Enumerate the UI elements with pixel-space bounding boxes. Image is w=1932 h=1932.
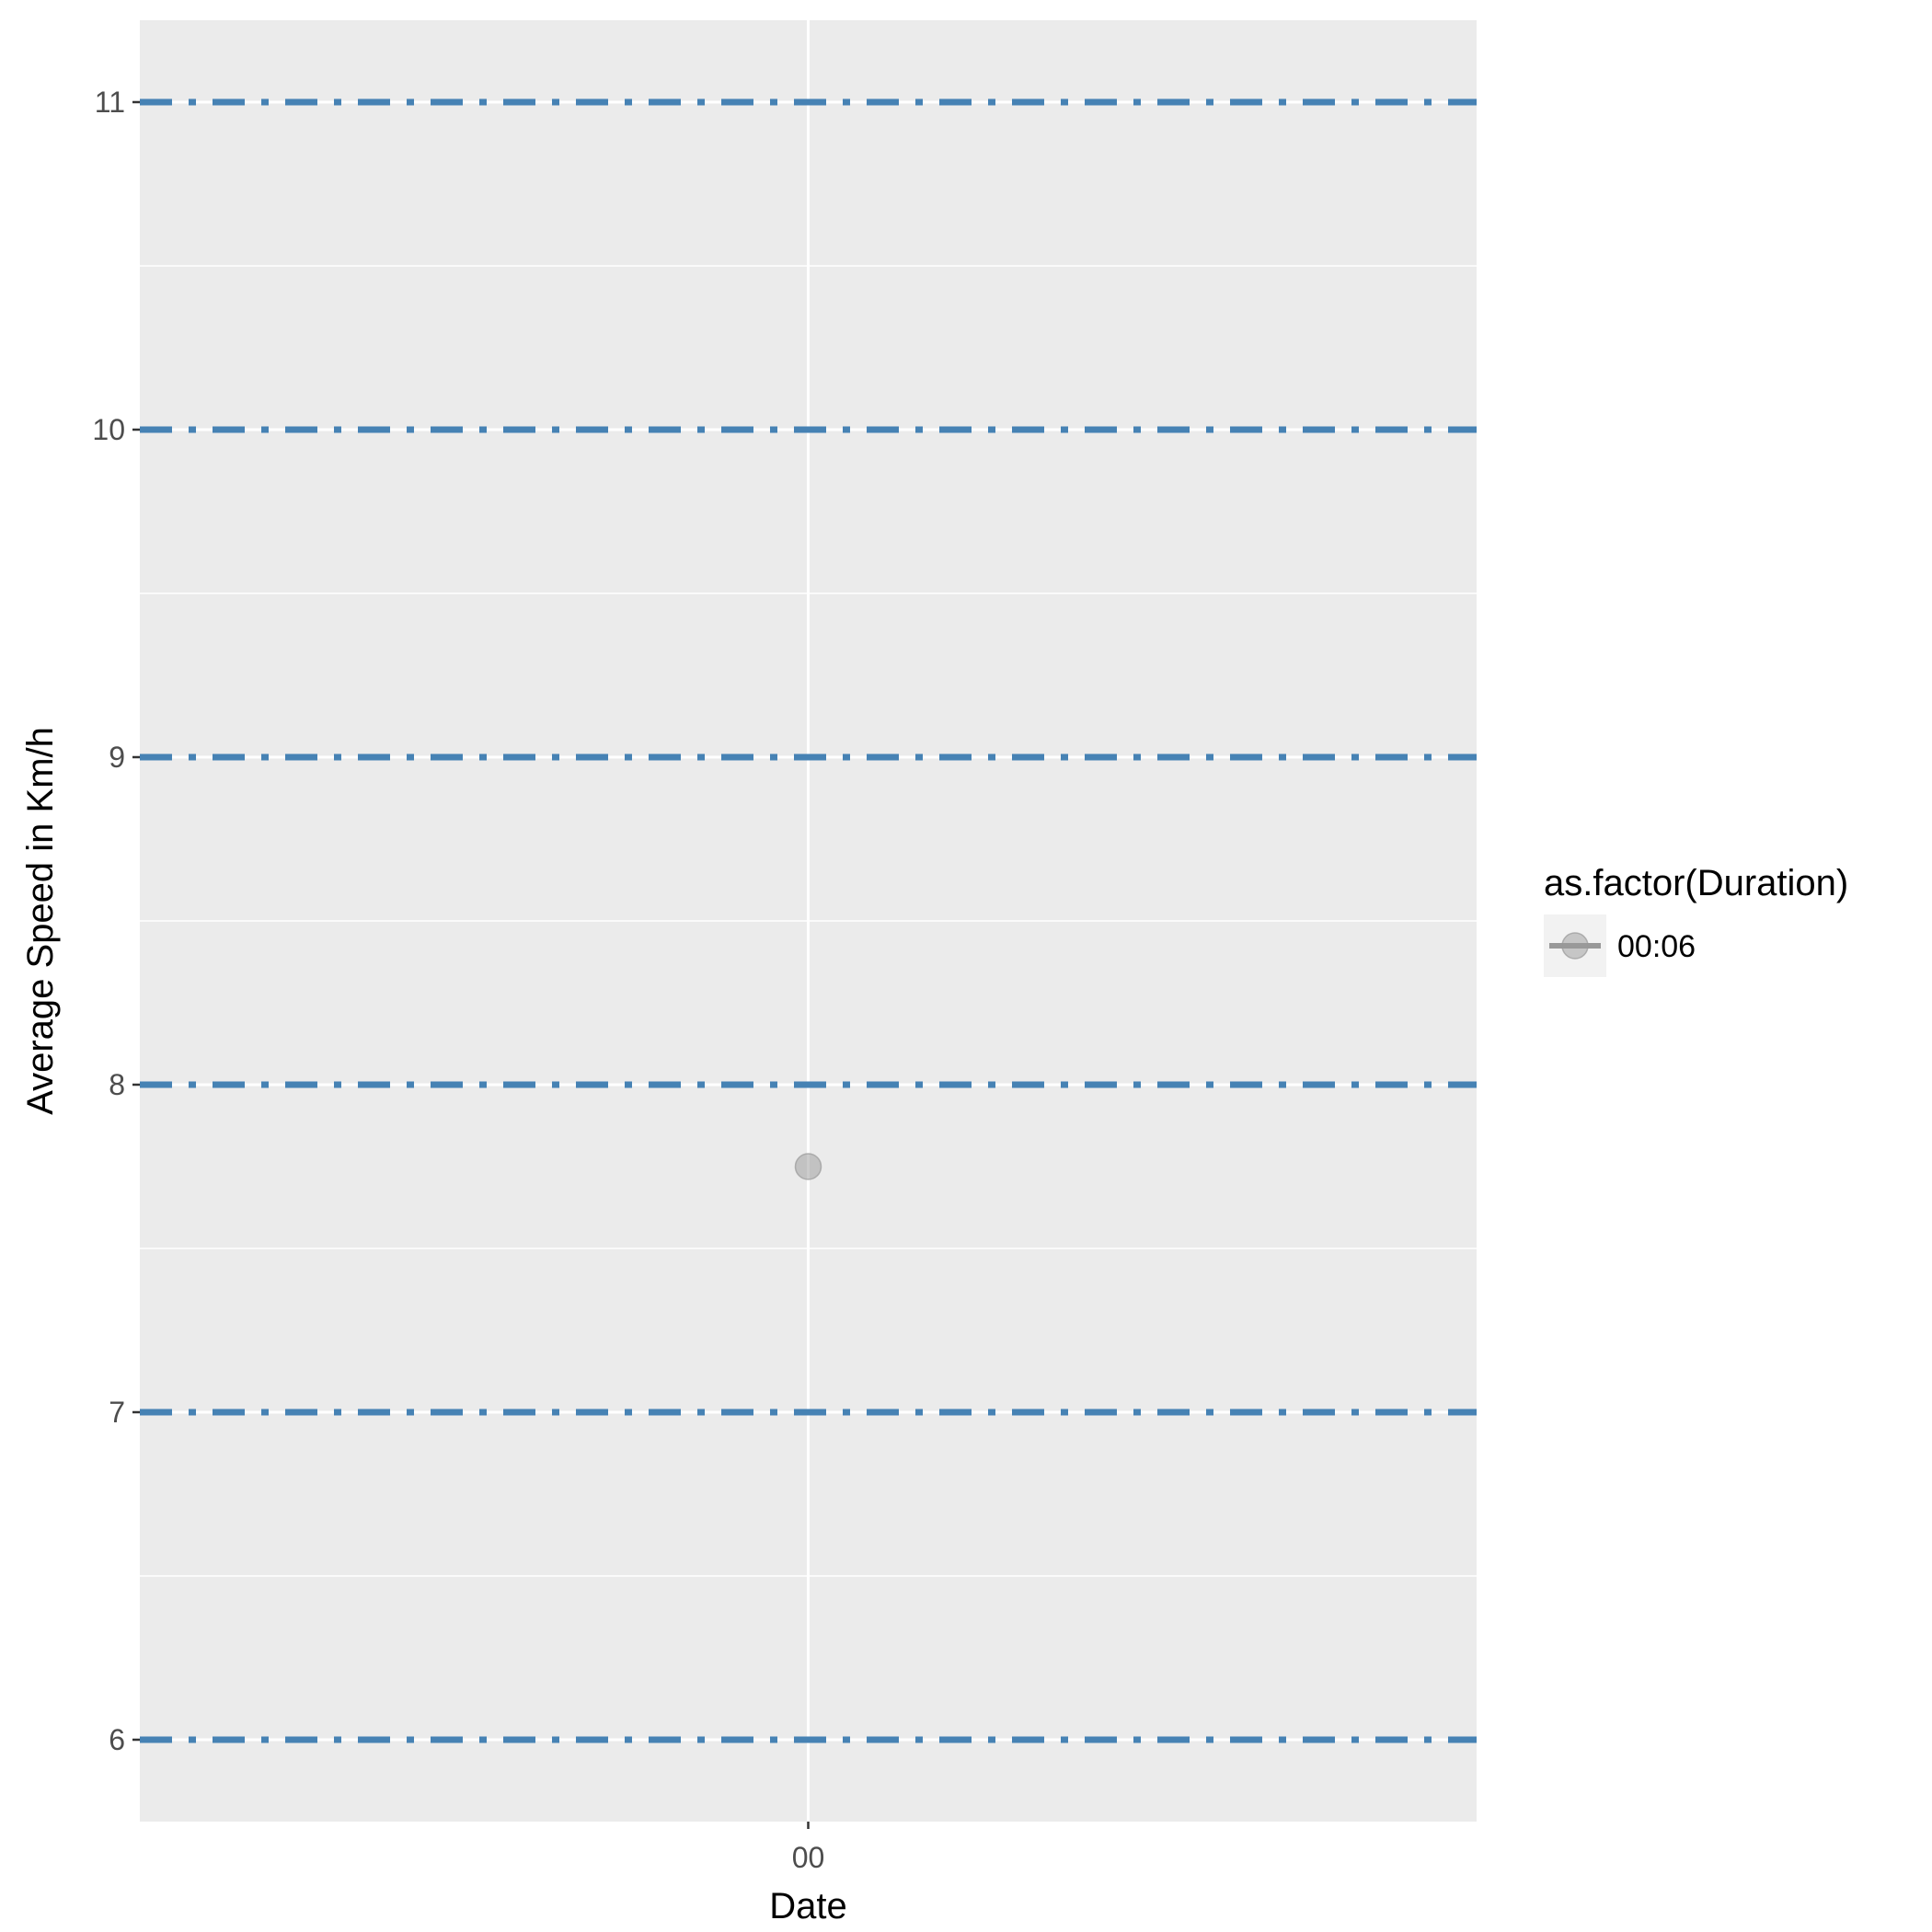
y-axis-title: Average Speed in Km/h xyxy=(20,727,61,1115)
y-tick-label: 10 xyxy=(92,413,125,446)
data-points xyxy=(794,1153,822,1180)
y-tick-label: 11 xyxy=(95,86,125,119)
y-tick-label: 6 xyxy=(109,1723,125,1756)
legend-title: as.factor(Duration) xyxy=(1544,863,1848,903)
x-axis: 00 xyxy=(792,1822,825,1874)
y-tick-label: 8 xyxy=(109,1068,125,1101)
data-point xyxy=(794,1153,822,1180)
x-axis-title: Date xyxy=(769,1886,847,1926)
y-tick-label: 7 xyxy=(109,1396,125,1429)
legend-entries: 00:06 xyxy=(1544,914,1696,977)
legend-label: 00:06 xyxy=(1617,929,1696,964)
y-tick-label: 9 xyxy=(109,741,125,774)
y-axis: 6 7 8 9 10 11 xyxy=(92,86,140,1756)
legend-key-point xyxy=(1561,932,1589,960)
x-tick-label: 00 xyxy=(792,1841,825,1874)
legend: as.factor(Duration) 00:06 xyxy=(1544,863,1848,977)
reference-lines xyxy=(140,98,1477,1743)
